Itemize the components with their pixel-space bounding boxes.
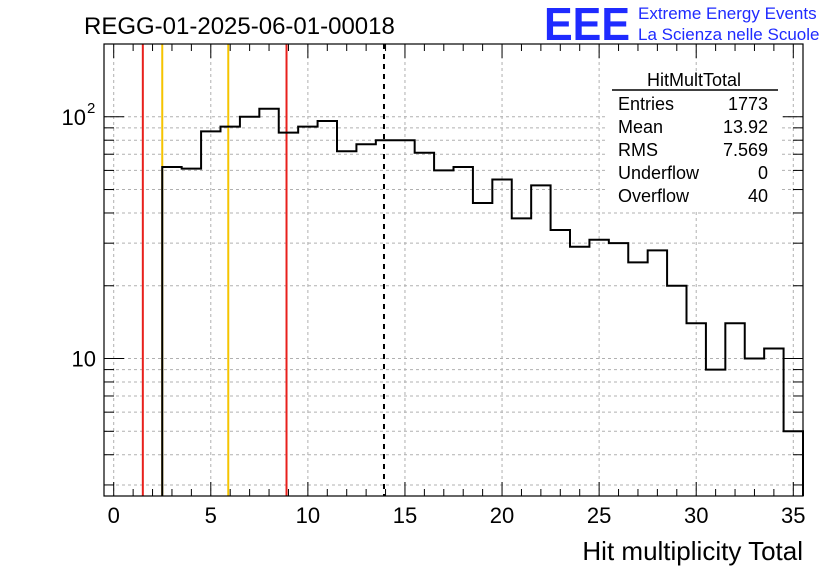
x-tick-label: 0: [108, 503, 120, 528]
chart-title: REGG-01-2025-06-01-00018: [84, 13, 395, 40]
stats-value-overflow: 40: [748, 186, 768, 206]
x-tick-label: 5: [205, 503, 217, 528]
y-tick-label: 10: [62, 105, 86, 130]
stats-label-entries: Entries: [618, 94, 674, 114]
stats-title: HitMultTotal: [647, 70, 741, 90]
stats-label-overflow: Overflow: [618, 186, 690, 206]
x-tick-label: 25: [587, 503, 611, 528]
eee-logo-line2: La Scienza nelle Scuole: [638, 25, 819, 44]
stats-label-rms: RMS: [618, 140, 658, 160]
plot-frame: [103, 43, 804, 497]
axis-ticks: [104, 43, 803, 496]
x-tick-label: 30: [684, 503, 708, 528]
stats-label-underflow: Underflow: [618, 163, 700, 183]
stats-box: HitMultTotal Entries 1773 Mean 13.92 RMS…: [608, 70, 780, 210]
grid: [104, 43, 803, 496]
x-tick-label: 15: [393, 503, 417, 528]
eee-logo-line1: Extreme Energy Events: [638, 4, 817, 23]
x-tick-label: 20: [490, 503, 514, 528]
stats-value-entries: 1773: [728, 94, 768, 114]
histogram-outline: [161, 107, 804, 496]
y-tick-exponent: 2: [87, 100, 95, 117]
stats-value-mean: 13.92: [723, 117, 768, 137]
eee-logo-mark: EEE: [544, 0, 630, 50]
histogram-series: [161, 107, 804, 496]
x-tick-label: 10: [296, 503, 320, 528]
stats-label-mean: Mean: [618, 117, 663, 137]
y-tick-label: 10: [72, 347, 96, 372]
x-axis-title: Hit multiplicity Total: [582, 536, 803, 566]
stats-value-rms: 7.569: [723, 140, 768, 160]
stats-value-underflow: 0: [758, 163, 768, 183]
x-tick-label: 35: [781, 503, 805, 528]
